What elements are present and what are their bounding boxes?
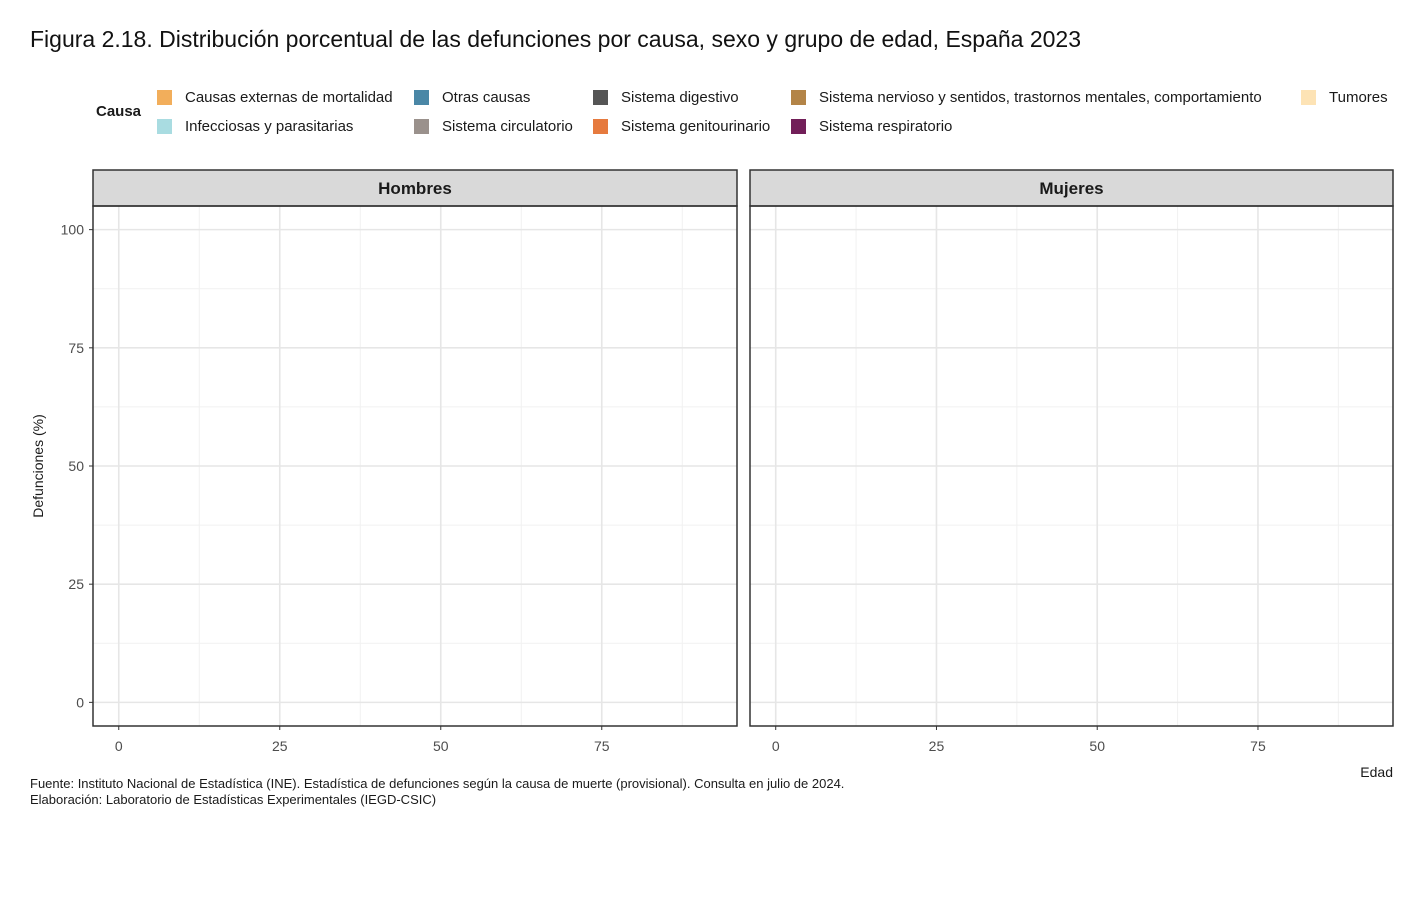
- legend-item: Sistema genitourinario: [593, 117, 770, 135]
- legend-label: Tumores: [1329, 88, 1388, 106]
- legend-key-sistema-digestivo: [593, 89, 608, 105]
- legend-key-causas-externas: [157, 89, 172, 105]
- legend-item: Sistema digestivo: [593, 88, 739, 106]
- legend-item: Infecciosas y parasitarias: [157, 117, 353, 135]
- x-tick-label: 75: [594, 738, 610, 754]
- legend-item: Sistema nervioso y sentidos, trastornos …: [791, 88, 1262, 106]
- legend-key-infecciosas: [157, 118, 172, 134]
- legend-key-tumores: [1301, 89, 1316, 105]
- legend-label: Sistema nervioso y sentidos, trastornos …: [819, 88, 1262, 106]
- legend-key-sistema-respiratorio: [791, 118, 806, 134]
- legend-key-otras-causas: [414, 89, 429, 105]
- legend-label: Sistema respiratorio: [819, 117, 953, 135]
- source-line: Fuente: Instituto Nacional de Estadístic…: [30, 776, 845, 791]
- y-axis-title: Defunciones (%): [30, 414, 46, 518]
- x-tick-label: 25: [929, 738, 945, 754]
- y-tick-label: 25: [68, 576, 84, 592]
- facet-strip: [92, 169, 738, 207]
- legend-item: Sistema respiratorio: [791, 117, 952, 135]
- legend-label: Sistema genitourinario: [621, 117, 771, 135]
- legend-key-sistema-nervioso: [791, 89, 806, 105]
- legend-item: Otras causas: [414, 88, 530, 106]
- x-axis-title: Edad: [1360, 764, 1393, 780]
- chart-title: Figura 2.18. Distribución porcentual de …: [30, 26, 1082, 52]
- legend-title: Causa: [96, 103, 142, 120]
- panel-border: [749, 205, 1394, 727]
- legend-key-sistema-circulatorio: [414, 118, 429, 134]
- legend-item: Sistema circulatorio: [414, 117, 573, 135]
- legend-label: Causas externas de mortalidad: [185, 88, 393, 106]
- y-tick-label: 100: [61, 222, 85, 238]
- legend-item: Causas externas de mortalidad: [157, 88, 393, 106]
- credit-line: Elaboración: Laboratorio de Estadísticas…: [30, 792, 437, 807]
- x-tick-label: 25: [272, 738, 288, 754]
- facet-label: Mujeres: [1039, 179, 1103, 198]
- legend-item: Tumores: [1301, 88, 1388, 106]
- x-tick-label: 50: [1089, 738, 1105, 754]
- y-tick-label: 0: [76, 694, 84, 710]
- legend-label: Infecciosas y parasitarias: [185, 117, 354, 135]
- legend-label: Otras causas: [442, 88, 531, 106]
- y-tick-label: 75: [68, 340, 84, 356]
- x-tick-label: 0: [115, 738, 123, 754]
- legend-key-sistema-genitourinario: [593, 118, 608, 134]
- source-note: Fuente: Instituto Nacional de Estadístic…: [30, 776, 844, 808]
- legend-label: Sistema digestivo: [621, 88, 739, 106]
- x-tick-label: 50: [433, 738, 449, 754]
- facet-label: Hombres: [378, 179, 452, 198]
- x-tick-label: 75: [1250, 738, 1266, 754]
- y-tick-label: 50: [68, 458, 84, 474]
- x-tick-label: 0: [772, 738, 780, 754]
- legend-label: Sistema circulatorio: [442, 117, 573, 135]
